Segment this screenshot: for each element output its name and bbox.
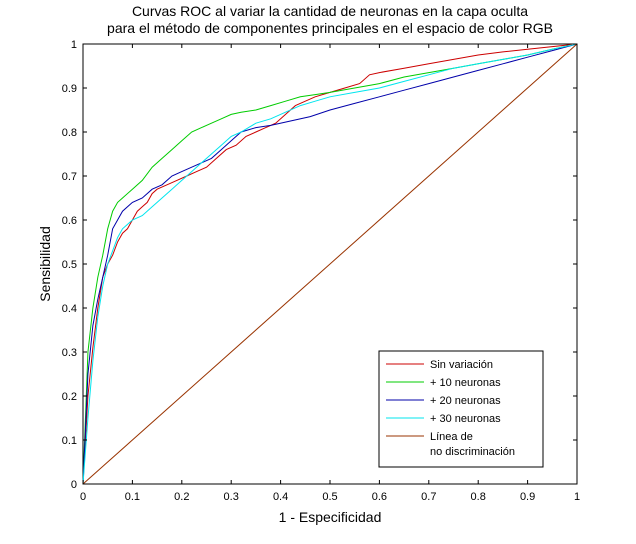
y-tick-label: 0.6: [62, 215, 77, 227]
y-tick-label: 0.7: [62, 171, 77, 183]
y-tick-label: 0.3: [62, 347, 77, 359]
series-line-0: [82, 43, 578, 485]
legend-label-0: Sin variación: [430, 359, 493, 371]
x-axis-label: 1 - Especificidad: [279, 509, 382, 525]
y-tick-label: 0.9: [62, 83, 77, 95]
x-tick-label: 0.3: [224, 491, 239, 503]
legend-label-3: + 30 neuronas: [430, 413, 501, 425]
legend-box: [378, 350, 544, 468]
y-axis-label: Sensibilidad: [37, 226, 53, 302]
series-line-4: [82, 43, 578, 485]
x-tick-label: 0.9: [520, 491, 535, 503]
legend: Sin variación + 10 neuronas + 20 neuronas +…: [378, 350, 544, 468]
x-tick-label: 0.8: [471, 491, 486, 503]
legend-label-1: + 10 neuronas: [430, 377, 501, 389]
chart-title-line-2: para el método de componentes principale…: [107, 20, 553, 36]
y-tick-label: 0: [71, 479, 77, 491]
chart-title-line-1: Curvas ROC al variar la cantidad de neur…: [132, 3, 528, 19]
x-tick-label: 0.1: [125, 491, 140, 503]
legend-label-4: Línea de: [430, 431, 473, 443]
y-tick-label: 0.4: [62, 303, 77, 315]
legend-label-4: no discriminación: [430, 446, 515, 458]
series-layer: [82, 43, 578, 485]
series-line-1: [82, 43, 578, 485]
series-line-2: [82, 43, 578, 485]
series-line-3: [82, 43, 578, 485]
x-tick-label: 0.5: [322, 491, 337, 503]
y-tick-label: 0.8: [62, 127, 77, 139]
legend-label-2: + 20 neuronas: [430, 395, 501, 407]
y-tick-label: 0.5: [62, 259, 77, 271]
ticks-layer: 0 0.1 0.2 0.3 0.4 0.5 0.6 0.7 0.8 0.9 1 0 0.1 0.2 0.3 0…: [62, 39, 580, 503]
y-tick-label: 0.2: [62, 391, 77, 403]
x-tick-label: 0.2: [174, 491, 189, 503]
y-tick-label: 1: [71, 39, 77, 51]
y-tick-label: 0.1: [62, 435, 77, 447]
x-tick-label: 0.7: [421, 491, 436, 503]
x-tick-label: 1: [574, 491, 580, 503]
x-tick-label: 0.6: [372, 491, 387, 503]
x-tick-label: 0: [80, 491, 86, 503]
x-tick-label: 0.4: [273, 491, 288, 503]
